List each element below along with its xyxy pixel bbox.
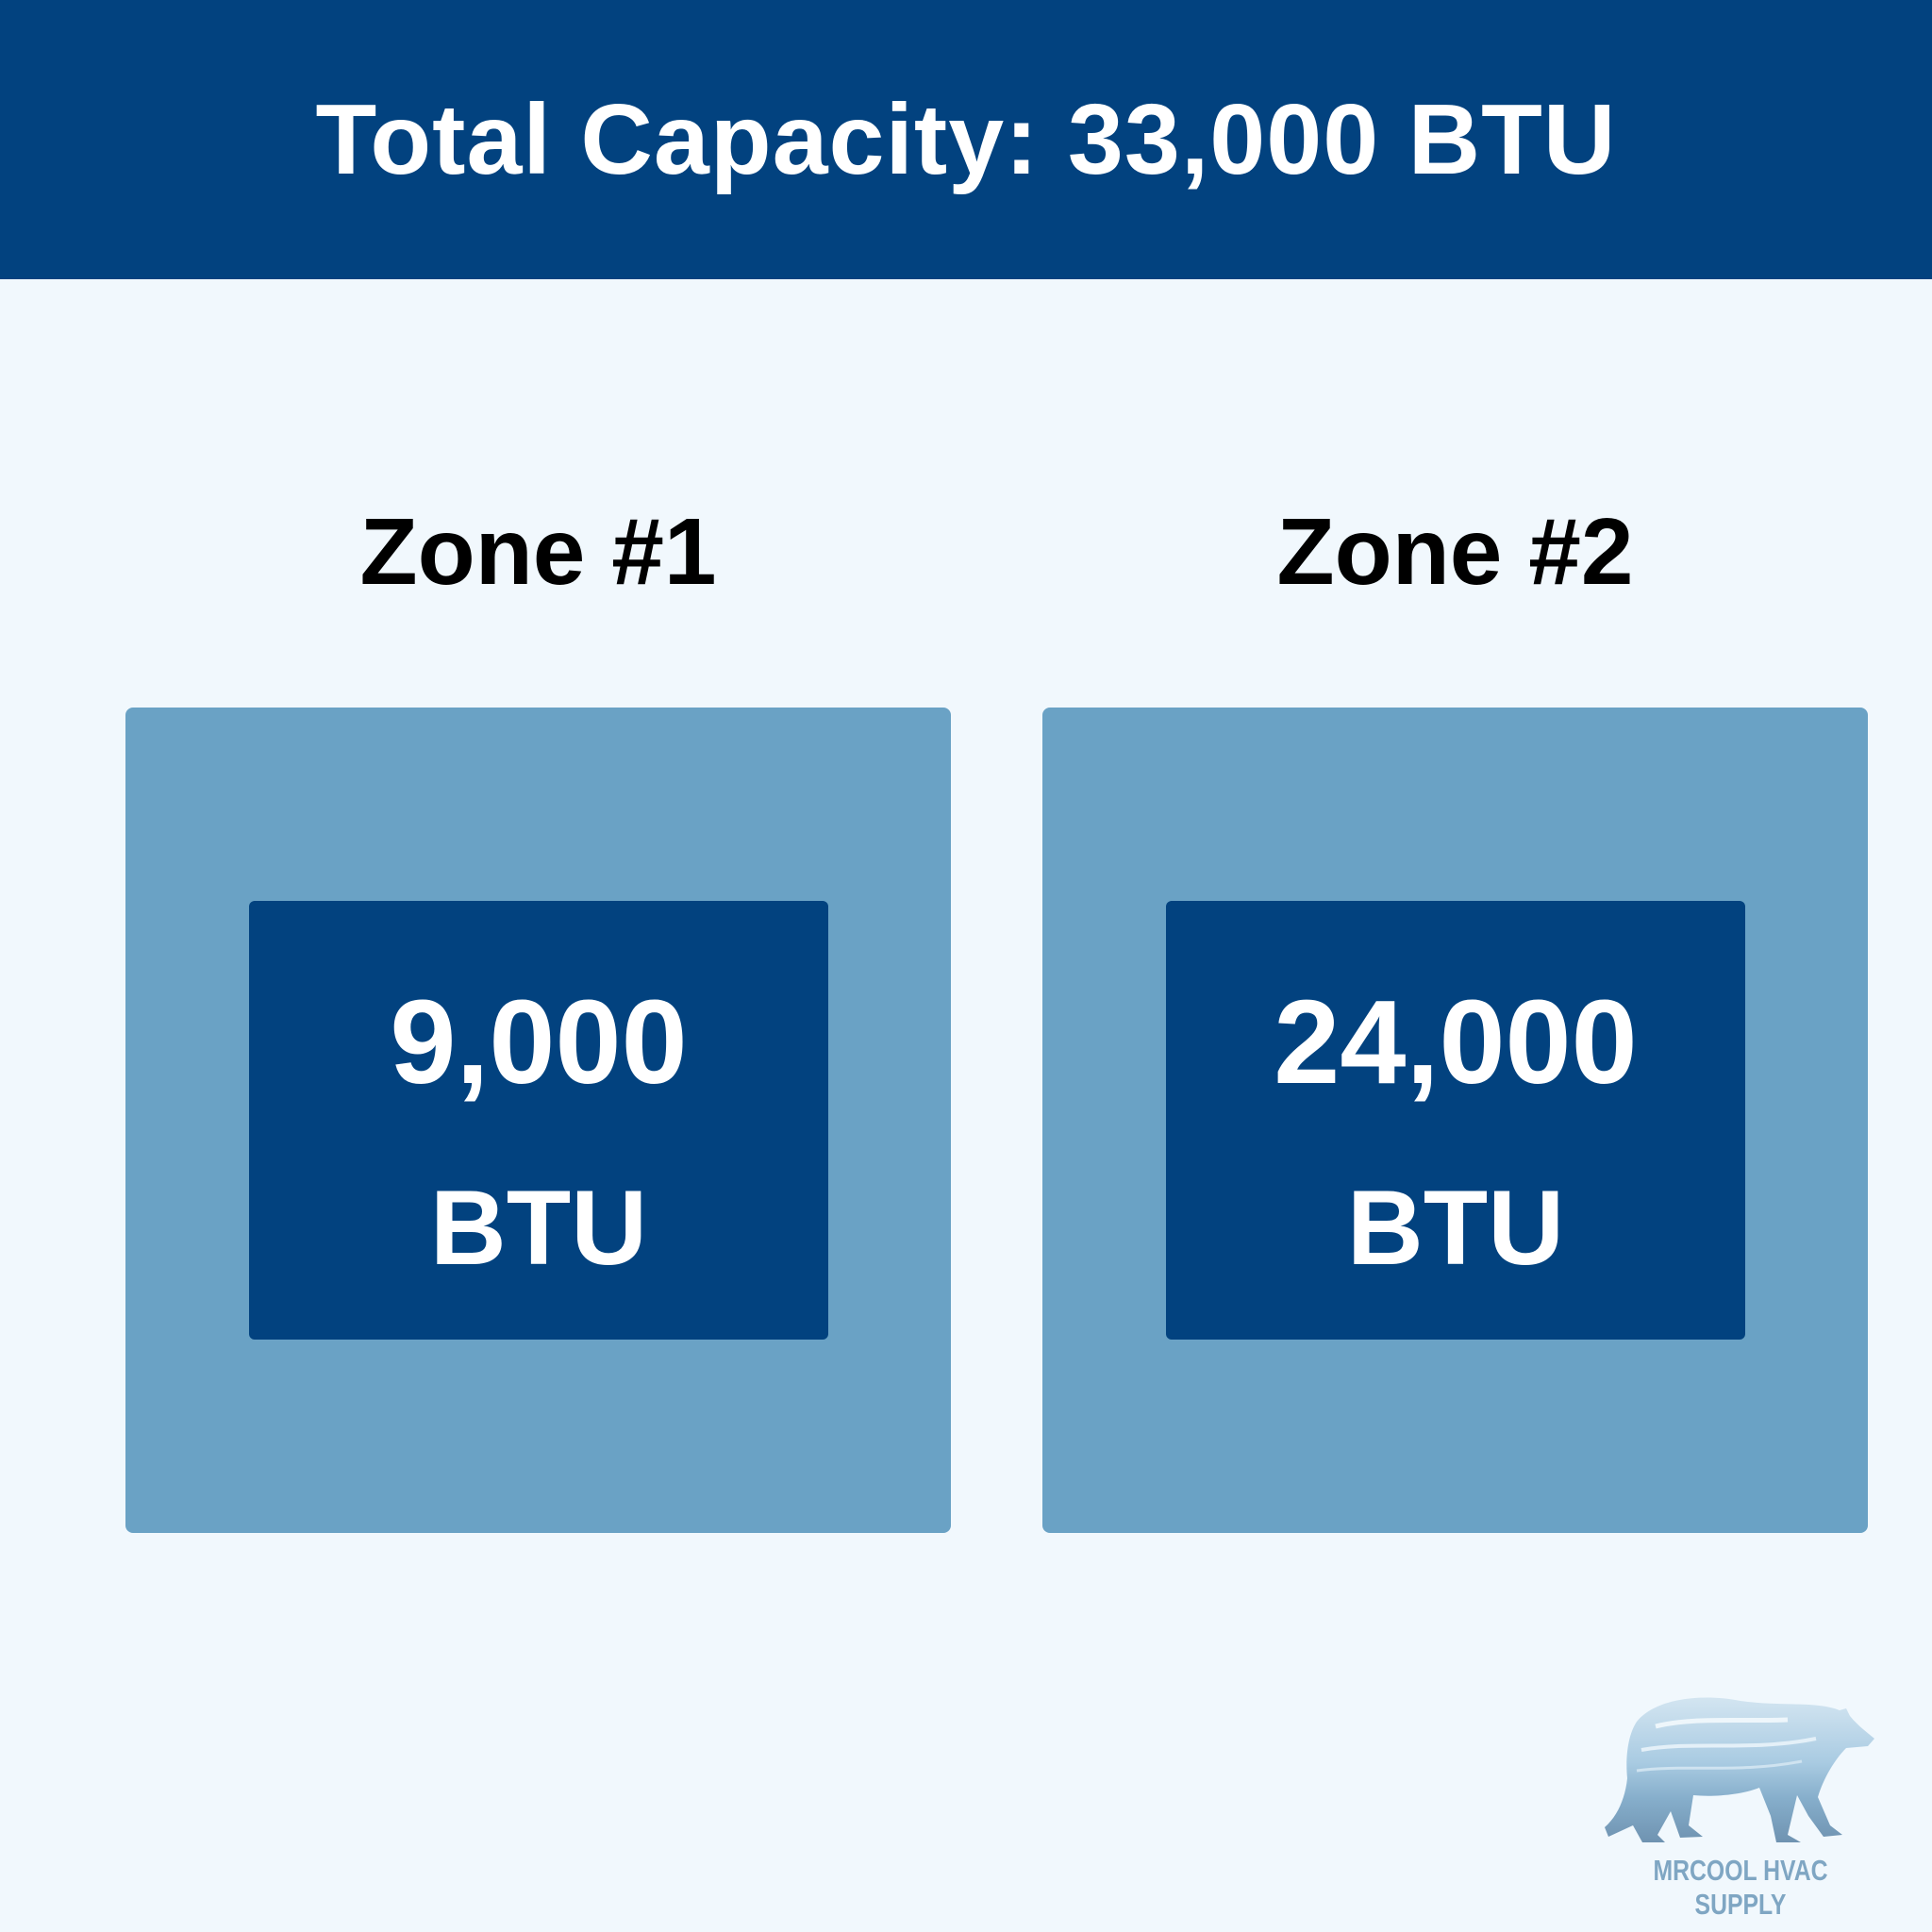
zone-1-unit: BTU xyxy=(429,1169,648,1287)
zone-1-capacity-panel: 9,000 BTU xyxy=(249,901,828,1340)
zone-2-capacity-panel: 24,000 BTU xyxy=(1166,901,1745,1340)
zone-1-value: 9,000 xyxy=(390,975,688,1108)
brand-logo: MRCOOL HVAC SUPPLY xyxy=(1599,1684,1882,1921)
header-banner: Total Capacity: 33,000 BTU xyxy=(0,0,1932,279)
zone-1-card: 9,000 BTU xyxy=(125,708,951,1533)
logo-text: MRCOOL HVAC SUPPLY xyxy=(1653,1854,1828,1921)
zone-2-label: Zone #2 xyxy=(1276,499,1634,605)
zone-2-card: 24,000 BTU xyxy=(1042,708,1868,1533)
total-capacity-title: Total Capacity: 33,000 BTU xyxy=(315,83,1617,195)
zone-2-value: 24,000 xyxy=(1274,975,1638,1108)
zone-2-unit: BTU xyxy=(1346,1169,1565,1287)
zone-1-label: Zone #1 xyxy=(359,499,717,605)
polar-bear-icon xyxy=(1605,1697,1874,1842)
